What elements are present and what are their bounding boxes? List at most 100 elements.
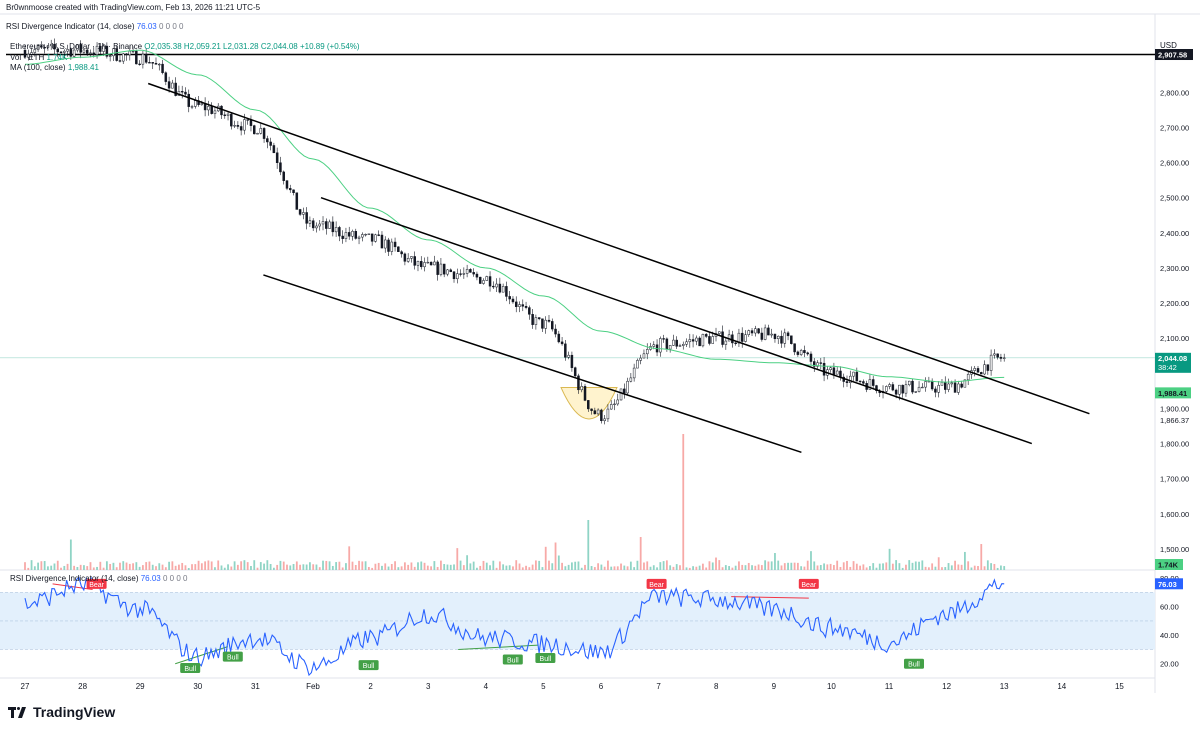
candle-body bbox=[390, 241, 394, 252]
price-tick-label: 2,100.00 bbox=[1160, 334, 1189, 343]
candle-body bbox=[315, 225, 318, 229]
bull-signal-badge bbox=[222, 651, 243, 662]
volume-bar bbox=[318, 567, 321, 570]
candle-body bbox=[593, 410, 597, 415]
candle-body bbox=[855, 371, 859, 382]
volume-bar bbox=[200, 563, 203, 570]
candle-body bbox=[393, 241, 397, 248]
volume-legend[interactable]: Vol · ETH 1.74K bbox=[10, 53, 67, 62]
volume-bar bbox=[790, 562, 793, 570]
volume-bar bbox=[381, 565, 383, 570]
candle-body bbox=[904, 384, 908, 394]
volume-bar bbox=[898, 563, 901, 570]
volume-bar bbox=[223, 567, 226, 570]
bear-signal-label: Bear bbox=[801, 582, 816, 589]
candle-body bbox=[564, 343, 567, 358]
volume-bar bbox=[715, 557, 717, 570]
volume-bar bbox=[508, 565, 511, 570]
volume-bar bbox=[882, 563, 884, 570]
volume-bar bbox=[358, 560, 360, 570]
tradingview-logo[interactable]: TradingView bbox=[8, 704, 115, 720]
volume-bar bbox=[83, 565, 85, 570]
candle-body bbox=[56, 48, 59, 53]
candle-body bbox=[243, 119, 246, 131]
candle-body bbox=[534, 317, 538, 325]
volume-bar bbox=[66, 563, 69, 570]
candle-body bbox=[374, 234, 377, 242]
rsi-legend[interactable]: RSI Divergence Indicator (14, close) 76.… bbox=[10, 574, 187, 583]
candle-body bbox=[803, 350, 806, 354]
price-tick-label: 1,800.00 bbox=[1160, 440, 1189, 449]
volume-bar bbox=[30, 560, 33, 570]
volume-bar bbox=[315, 564, 318, 570]
ma-legend[interactable]: MA (100, close) 1,988.41 bbox=[10, 63, 99, 72]
volume-bar bbox=[325, 560, 328, 570]
price-axis[interactable]: USD 2,800.00 2,700.00 2,600.00 2,500.00 2,40… bbox=[1155, 41, 1193, 570]
volume-bar bbox=[502, 564, 505, 570]
volume-bar bbox=[764, 560, 767, 570]
price-tick-label: 2,300.00 bbox=[1160, 264, 1189, 273]
symbol-legend[interactable]: Ethereum / U.S. Dollar · 1h · Binance O2… bbox=[10, 42, 360, 51]
volume-bar bbox=[924, 566, 927, 570]
candle-body bbox=[76, 44, 79, 51]
volume-bar bbox=[449, 564, 452, 570]
volume-bar bbox=[914, 561, 917, 570]
candle-body bbox=[69, 49, 73, 57]
price-pane[interactable] bbox=[0, 38, 1155, 570]
candle-body bbox=[921, 386, 924, 389]
candle-body bbox=[783, 332, 787, 344]
time-tick-label: 15 bbox=[1115, 682, 1124, 691]
candle-body bbox=[508, 296, 511, 300]
volume-bar bbox=[538, 560, 541, 570]
candle-body bbox=[63, 50, 66, 53]
channel-lines[interactable] bbox=[147, 82, 1090, 454]
candle-body bbox=[144, 53, 148, 63]
volume-bar bbox=[649, 566, 652, 570]
volume-bar bbox=[164, 567, 167, 570]
credit-line: Br0wnmoose created with TradingView.com,… bbox=[6, 3, 260, 12]
volume-bar bbox=[459, 560, 462, 570]
candle-body bbox=[226, 113, 230, 116]
bear-divergence-line bbox=[52, 583, 93, 591]
candle-body bbox=[1002, 357, 1006, 359]
volume-bar bbox=[302, 564, 305, 570]
volume-tag: 1.74K bbox=[1155, 559, 1183, 570]
volume-bar bbox=[217, 560, 220, 570]
last-price-tag: 2,044.08 38:42 bbox=[1155, 352, 1191, 373]
volume-bar bbox=[783, 563, 786, 570]
volume-bar bbox=[1003, 566, 1006, 570]
candle-body bbox=[868, 379, 872, 390]
volume-bar bbox=[770, 561, 773, 570]
top-indicator-legend[interactable]: RSI Divergence Indicator (14, close) 76.… bbox=[6, 22, 183, 31]
ma-price-tag-text: 1,988.41 bbox=[1158, 389, 1187, 398]
candle-body bbox=[472, 272, 475, 275]
volume-bar bbox=[204, 561, 207, 570]
volume-bar bbox=[878, 563, 881, 570]
volume-bar bbox=[436, 566, 439, 570]
candle-body bbox=[678, 345, 682, 347]
volume-bar bbox=[426, 565, 429, 570]
candle-body bbox=[465, 269, 469, 274]
candle-body bbox=[596, 409, 600, 415]
volume-bar bbox=[626, 566, 629, 570]
volume-bar bbox=[964, 551, 966, 570]
candle-body bbox=[662, 338, 665, 340]
time-axis[interactable]: 27 28 29 30 31 Feb 2 3 4 5 6 7 8 9 10 11 12 13 14 15 bbox=[21, 682, 1125, 691]
volume-bar bbox=[259, 562, 262, 570]
volume-bar bbox=[603, 566, 606, 570]
candle-body bbox=[403, 253, 407, 262]
volume-bar bbox=[96, 566, 98, 570]
volume-bar bbox=[345, 563, 347, 570]
volume-bar bbox=[600, 564, 603, 570]
volume-bar bbox=[256, 567, 259, 570]
candle-body bbox=[79, 44, 82, 53]
price-tick-label: 1,700.00 bbox=[1160, 475, 1189, 484]
candle-body bbox=[344, 232, 348, 239]
volume-bar bbox=[662, 561, 665, 570]
candle-body bbox=[819, 362, 823, 364]
volume-bar bbox=[944, 567, 947, 570]
volume-bar bbox=[377, 562, 380, 570]
candle-body bbox=[439, 263, 443, 275]
